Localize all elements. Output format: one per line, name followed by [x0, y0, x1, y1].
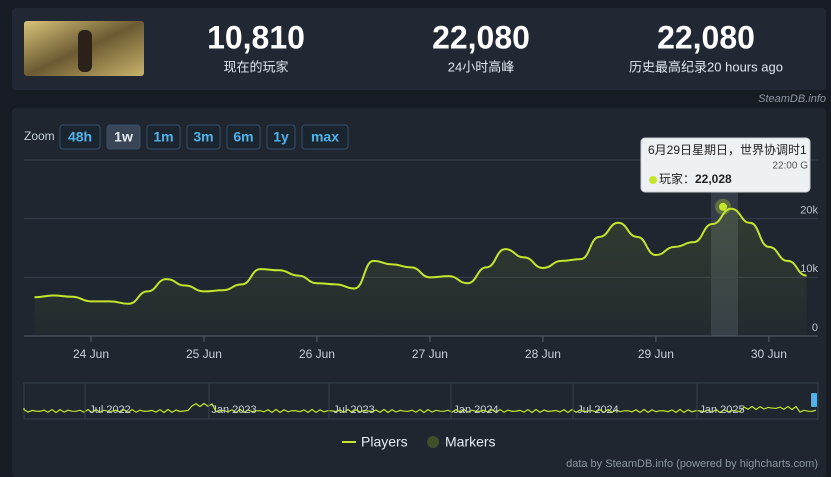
tooltip-title: 6月29日星期日，世界协调时1	[648, 142, 807, 157]
x-tick-label: 24 Jun	[73, 347, 109, 361]
zoom-button-label[interactable]: 1m	[153, 129, 173, 145]
stat-label: 历史最高纪录20 hours ago	[629, 59, 783, 74]
navigator-line	[23, 402, 817, 414]
zoom-button[interactable]	[106, 124, 141, 150]
y-tick-label: 10k	[800, 263, 818, 275]
hover-point	[719, 202, 727, 211]
x-tick-label: 26 Jun	[299, 347, 335, 361]
chart: 10,810 现在的玩家 22,080 24小时高峰 22,080 历史最高纪录20 ho…	[23, 19, 819, 470]
navigator-handle[interactable]	[811, 393, 817, 407]
x-tick-label: 29 Jun	[638, 347, 674, 361]
legend-marker[interactable]	[427, 436, 439, 448]
navigator-label: Jul 2023	[333, 404, 375, 416]
y-tick-label: 0	[812, 322, 818, 334]
stat-label: 现在的玩家	[223, 59, 288, 74]
navigator-label: Jan 2024	[453, 404, 498, 416]
game-image-figure	[78, 30, 92, 72]
zoom-button-label[interactable]: 3m	[193, 129, 213, 145]
zoom-button[interactable]	[186, 124, 221, 150]
stat-value: 22,080	[432, 19, 530, 55]
zoom-button-label[interactable]: 1y	[273, 129, 289, 145]
credit: data by SteamDB.info (powered by highcha…	[566, 458, 818, 470]
navigator	[23, 382, 819, 420]
stat-value: 10,810	[207, 19, 305, 55]
x-tick-label: 28 Jun	[525, 347, 561, 361]
tooltip-label: 玩家：	[659, 171, 695, 186]
zoom-button[interactable]	[59, 124, 101, 150]
y-tick-label: 20k	[800, 205, 818, 217]
tooltip-swatch	[649, 176, 657, 184]
source: SteamDB.info	[758, 93, 826, 105]
x-tick-label: 27 Jun	[412, 347, 448, 361]
zoom-button[interactable]	[146, 124, 181, 150]
navigator-label: Jul 2024	[577, 404, 619, 416]
navigator-label: Jul 2022	[89, 404, 131, 416]
zoom-button-label[interactable]: 6m	[233, 129, 253, 145]
tooltip-time: 22:00 G	[772, 161, 808, 172]
zoom-button[interactable]	[266, 124, 296, 150]
navigator-label: Jan 2023	[211, 404, 256, 416]
tooltip-box	[640, 137, 811, 193]
line	[34, 207, 807, 305]
zoom-button-label[interactable]: max	[311, 129, 339, 145]
zoom-button-label[interactable]: 1w	[114, 129, 133, 145]
zoom-button[interactable]	[226, 124, 261, 150]
stat-label: 24小时高峰	[448, 59, 514, 74]
legend-label[interactable]: Players	[361, 434, 408, 450]
legend-label[interactable]: Markers	[445, 434, 496, 450]
tooltip-value: 22,028	[695, 172, 732, 186]
x-tick-label: 30 Jun	[751, 347, 787, 361]
zoom-button[interactable]	[301, 124, 349, 150]
stats-panel	[12, 8, 826, 90]
stat-value: 22,080	[657, 19, 755, 55]
x-tick-label: 25 Jun	[186, 347, 222, 361]
zoom-label: Zoom	[24, 129, 55, 143]
zoom-button-label[interactable]: 48h	[68, 129, 92, 145]
navigator-label: Jan 2025	[699, 404, 744, 416]
